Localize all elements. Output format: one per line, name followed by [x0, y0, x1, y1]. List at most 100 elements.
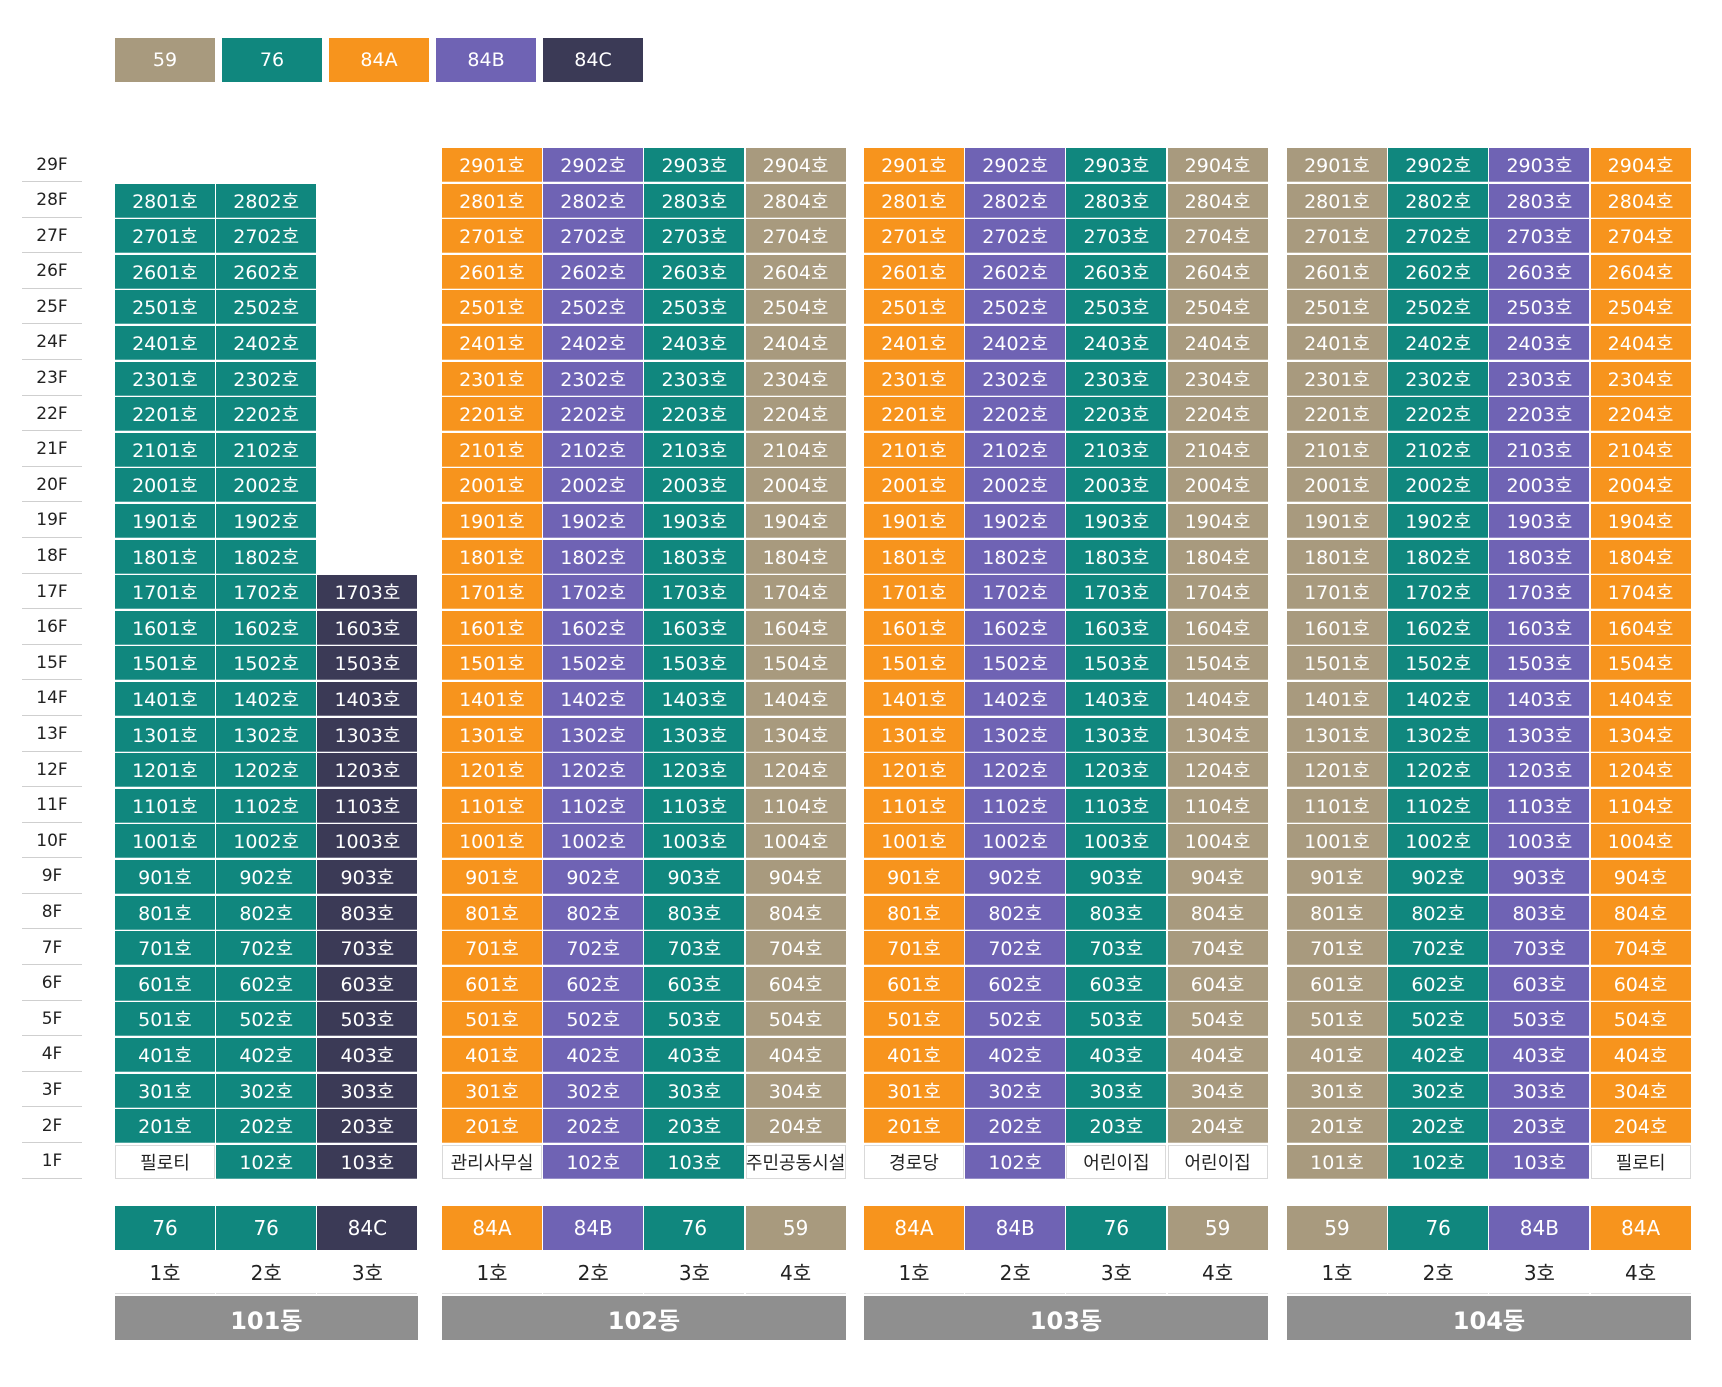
unit-cell: 1403호: [1066, 682, 1167, 716]
unit-cell: 1602호: [1388, 610, 1489, 645]
unit-cell: 2004호: [1167, 468, 1268, 503]
unit-cell: 2303호: [1489, 361, 1590, 396]
unit-cell: 1404호: [745, 682, 846, 716]
unit-cell: 1702호: [965, 575, 1066, 610]
unit-cell: 303호: [1066, 1073, 1167, 1108]
unit-cell: 302호: [543, 1073, 644, 1108]
floor-label: 1F: [22, 1145, 82, 1179]
unit-cell: 2304호: [1167, 361, 1268, 396]
unit-cell: 1001호: [442, 824, 542, 859]
unit-cell: 2401호: [1287, 326, 1387, 360]
floor-label: 27F: [22, 219, 82, 254]
unit-cell: 1303호: [1489, 717, 1590, 752]
unit-cell: 1203호: [644, 753, 745, 788]
unit-cell: 2601호: [1287, 254, 1387, 289]
unit-cell: 1502호: [216, 646, 317, 681]
unit-cell: 101호: [1287, 1144, 1387, 1179]
floor-label: 28F: [22, 184, 82, 218]
unit-cell: 1703호: [644, 575, 745, 610]
unit-cell: 2102호: [543, 432, 644, 467]
unit-cell: 1601호: [1287, 610, 1387, 645]
unit-cell: 2701호: [1287, 219, 1387, 254]
unit-cell: 1302호: [965, 717, 1066, 752]
unit-cell: 801호: [864, 895, 964, 930]
unit-cell: 1602호: [216, 610, 317, 645]
unit-cell: 102호: [965, 1144, 1066, 1179]
unit-cell: 903호: [317, 860, 418, 894]
floor-label: 17F: [22, 575, 82, 610]
unit-cell: 703호: [1489, 931, 1590, 966]
unit-cell: 1604호: [745, 610, 846, 645]
unit-cell: 2702호: [543, 219, 644, 254]
unit-cell: 2704호: [1590, 219, 1691, 254]
unit-cell: 1103호: [1066, 788, 1167, 823]
unit-cell: 2901호: [1287, 148, 1387, 182]
unit-cell: 1004호: [745, 824, 846, 859]
footer-unit-label: 1호: [115, 1250, 215, 1294]
unit-cell: 2202호: [543, 397, 644, 432]
unit-cell: 903호: [1489, 860, 1590, 894]
unit-cell: 2402호: [965, 326, 1066, 360]
unit-cell: 1804호: [1167, 539, 1268, 574]
unit-cell: 2402호: [543, 326, 644, 360]
unit-cell: 2103호: [1066, 432, 1167, 467]
unit-cell: 1503호: [1066, 646, 1167, 681]
unit-cell: 2701호: [115, 219, 215, 254]
unit-cell: 2003호: [644, 468, 745, 503]
unit-cell: 2001호: [864, 468, 964, 503]
unit-cell: 2802호: [1388, 183, 1489, 218]
unit-cell: 704호: [1167, 931, 1268, 966]
unit-cell: 902호: [965, 860, 1066, 894]
facility-cell: 관리사무실: [442, 1144, 542, 1179]
unit-cell: 1102호: [216, 788, 317, 823]
unit-cell: 1203호: [317, 753, 418, 788]
unit-cell: 1002호: [543, 824, 644, 859]
unit-cell: 2802호: [965, 183, 1066, 218]
unit-cell: 1203호: [1489, 753, 1590, 788]
footer-type-label: 84A: [1590, 1206, 1691, 1250]
unit-cell: 1703호: [1066, 575, 1167, 610]
unit-cell: 1002호: [965, 824, 1066, 859]
legend-item-84b: 84B: [436, 38, 536, 82]
unit-cell: 702호: [543, 931, 644, 966]
unit-cell: 2201호: [442, 397, 542, 432]
unit-cell: 1502호: [965, 646, 1066, 681]
unit-cell: 403호: [1066, 1038, 1167, 1072]
unit-cell: 1001호: [1287, 824, 1387, 859]
unit-cell: 1904호: [745, 504, 846, 538]
unit-cell: 1502호: [543, 646, 644, 681]
floor-label: 16F: [22, 611, 82, 645]
unit-cell: 904호: [1590, 860, 1691, 894]
unit-cell: 903호: [644, 860, 745, 894]
unit-cell: 502호: [543, 1002, 644, 1037]
unit-cell: 2103호: [1489, 432, 1590, 467]
unit-cell: 2004호: [745, 468, 846, 503]
unit-cell: 201호: [115, 1109, 215, 1144]
unit-cell: 1203호: [1066, 753, 1167, 788]
footer-unit-label: 3호: [644, 1250, 745, 1294]
unit-cell: 304호: [745, 1073, 846, 1108]
unit-cell: 2304호: [1590, 361, 1691, 396]
unit-cell: 603호: [1489, 966, 1590, 1001]
unit-cell: 2502호: [1388, 290, 1489, 325]
unit-cell: 204호: [1590, 1109, 1691, 1144]
unit-cell: 901호: [1287, 860, 1387, 894]
unit-cell: 2501호: [442, 290, 542, 325]
unit-cell: 1401호: [115, 682, 215, 716]
footer-unit-label: 2호: [543, 1250, 644, 1294]
unit-cell: 2403호: [1489, 326, 1590, 360]
unit-cell: 1002호: [1388, 824, 1489, 859]
floor-axis: 29F 28F 27F 26F 25F 24F 23F 22F 21F 20F 19F 18F 17F 1…: [22, 148, 82, 1180]
unit-cell: 501호: [1287, 1002, 1387, 1037]
unit-cell: 1502호: [1388, 646, 1489, 681]
unit-cell: 2404호: [745, 326, 846, 360]
unit-cell: 2802호: [216, 183, 317, 218]
unit-cell: 1903호: [644, 504, 745, 538]
unit-cell: 203호: [1066, 1109, 1167, 1144]
unit-cell: 202호: [543, 1109, 644, 1144]
facility-cell: 필로티: [1590, 1144, 1691, 1179]
unit-cell: 1201호: [1287, 753, 1387, 788]
unit-cell: 2002호: [543, 468, 644, 503]
footer-type-label: 76: [216, 1206, 317, 1250]
unit-cell: 2302호: [216, 361, 317, 396]
